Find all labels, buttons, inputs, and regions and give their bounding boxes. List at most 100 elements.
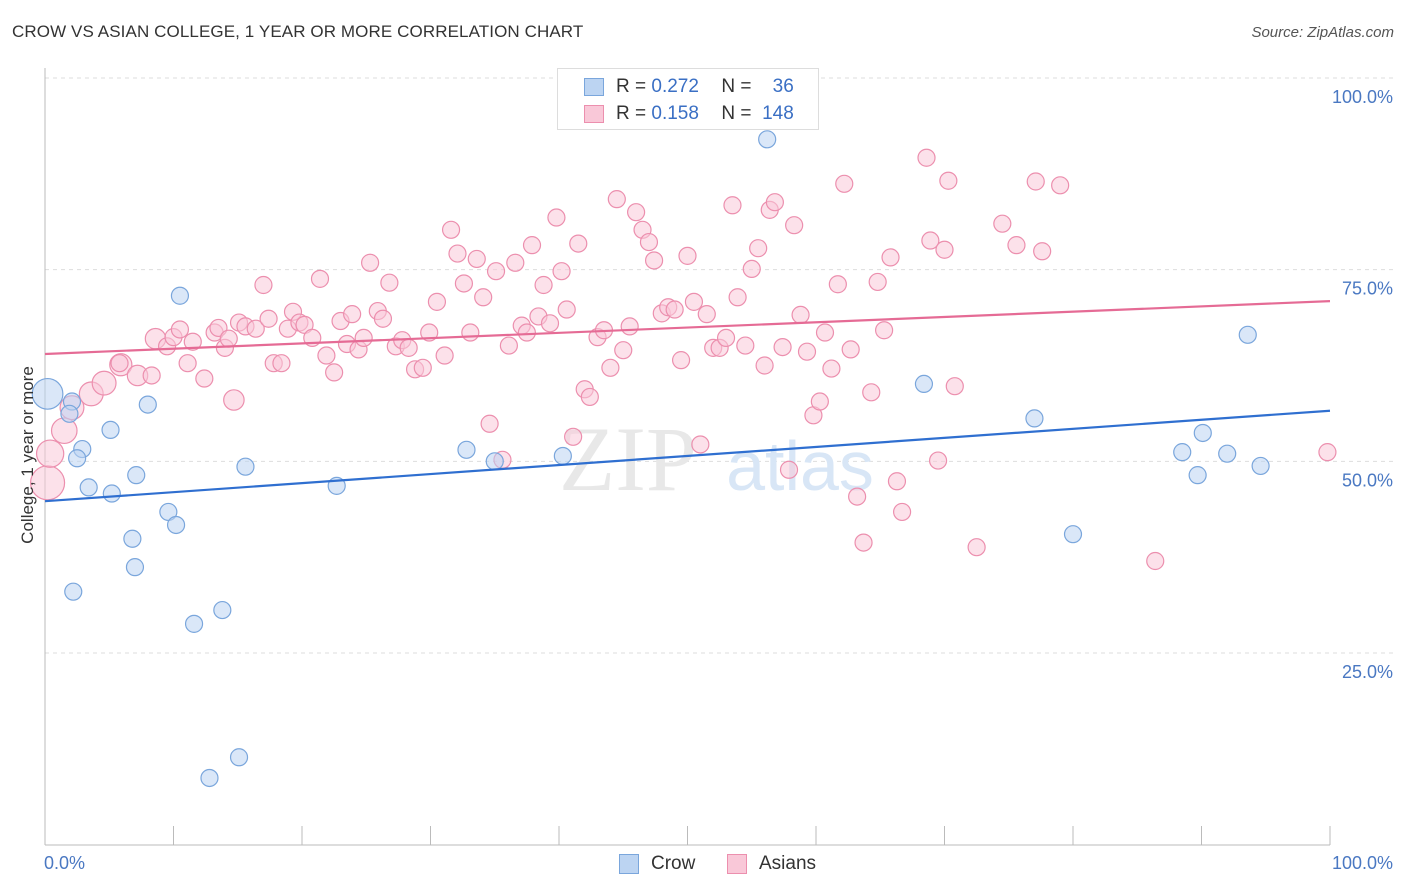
asians-r-label: R =	[616, 103, 647, 124]
y-axis-label: College, 1 year or more	[18, 366, 37, 544]
asian-point	[373, 309, 393, 328]
asian-point	[1318, 443, 1337, 462]
asian-point	[517, 323, 536, 342]
asian-point	[506, 253, 525, 272]
asian-point	[779, 460, 799, 479]
asian-point	[785, 216, 804, 235]
crow-point	[64, 582, 83, 601]
asian-point	[552, 262, 571, 281]
crow-point	[31, 377, 64, 410]
asian-point	[325, 363, 344, 382]
asian-point	[178, 354, 197, 373]
crow-point	[1173, 443, 1192, 462]
asian-point	[875, 321, 894, 340]
crow-point	[236, 457, 255, 476]
crow-point	[101, 420, 120, 439]
asian-point	[765, 193, 784, 212]
asian-point	[671, 351, 691, 370]
grid-lines	[45, 77, 1393, 654]
crow-point	[127, 466, 146, 485]
crow-point	[200, 768, 219, 788]
crow-point	[553, 446, 572, 466]
crow-point	[60, 404, 79, 423]
crow-point	[79, 478, 98, 497]
asian-point	[810, 392, 829, 411]
crow-point	[485, 452, 504, 471]
asian-point	[939, 171, 958, 190]
y-tick-label: 75.0%	[1342, 279, 1393, 299]
asian-point	[557, 300, 576, 319]
asian-point	[1146, 551, 1165, 571]
asian-point	[797, 342, 817, 361]
asian-point	[310, 269, 330, 288]
asian-point	[1007, 236, 1026, 255]
bottom-legend-asians: Asians	[727, 851, 816, 877]
crow-point	[125, 558, 145, 577]
bottom-legend-crow: Crow	[619, 851, 695, 877]
crow-point	[68, 449, 87, 468]
asian-point	[547, 208, 566, 227]
crow-n-label: N =	[721, 76, 752, 97]
asian-point	[480, 414, 499, 433]
asian-point	[540, 314, 560, 333]
watermark-zip: ZIP	[559, 408, 697, 510]
asian-point	[835, 174, 854, 193]
asian-point	[862, 383, 881, 402]
crow-points	[31, 130, 1270, 788]
asian-point	[828, 275, 847, 294]
bottom-crow-swatch	[619, 854, 639, 874]
x-tick-label: 0.0%	[44, 853, 85, 873]
asians-n-value: 148	[762, 103, 794, 124]
asian-point	[380, 273, 399, 292]
crow-point	[123, 529, 142, 548]
asian-point	[728, 288, 747, 307]
asian-point	[522, 236, 542, 255]
asian-point	[420, 323, 439, 342]
asian-point	[569, 234, 588, 253]
asians-r-value: 0.158	[651, 103, 699, 124]
asian-point	[607, 190, 626, 209]
asian-point	[678, 246, 697, 265]
asian-point	[639, 232, 659, 252]
y-tick-label: 100.0%	[1332, 87, 1393, 107]
crow-point	[102, 484, 121, 503]
asian-point	[723, 196, 742, 215]
trend-lines	[44, 300, 1331, 503]
asian-point	[1051, 176, 1070, 195]
chart-title: CROW VS ASIAN COLLEGE, 1 YEAR OR MORE CO…	[12, 22, 584, 41]
crow-r-value: 0.272	[651, 76, 699, 97]
asian-point	[454, 274, 474, 293]
asian-point	[467, 249, 486, 269]
crow-point	[1063, 525, 1083, 544]
tick-labels: 25.0% 50.0% 75.0% 100.0% 0.0% 100.0%	[44, 87, 1393, 873]
y-tick-label: 25.0%	[1342, 662, 1393, 682]
asian-point	[461, 323, 480, 342]
bottom-asians-swatch	[727, 854, 747, 874]
crow-point	[213, 600, 232, 620]
crow-point	[1188, 466, 1207, 485]
crow-point	[1218, 444, 1237, 463]
asian-point	[665, 300, 684, 319]
asian-point	[427, 292, 447, 311]
asian-point	[474, 288, 493, 307]
asian-point	[742, 259, 761, 278]
asian-point	[620, 317, 639, 336]
asian-point	[35, 439, 65, 468]
asian-point	[170, 320, 190, 339]
crow-point	[138, 395, 157, 414]
asian-point	[697, 305, 716, 324]
asian-point	[317, 346, 336, 365]
asian-point	[219, 329, 238, 348]
asian-point	[815, 323, 835, 342]
asian-point	[110, 354, 129, 373]
watermark: ZIP atlas	[559, 408, 874, 510]
asian-point	[848, 487, 867, 506]
asian-point	[195, 369, 214, 388]
asian-point	[435, 346, 454, 365]
crow-point	[914, 374, 934, 393]
asian-point	[881, 248, 900, 267]
asian-point	[448, 244, 467, 263]
crow-point	[1025, 409, 1044, 428]
crow-point	[184, 614, 204, 633]
